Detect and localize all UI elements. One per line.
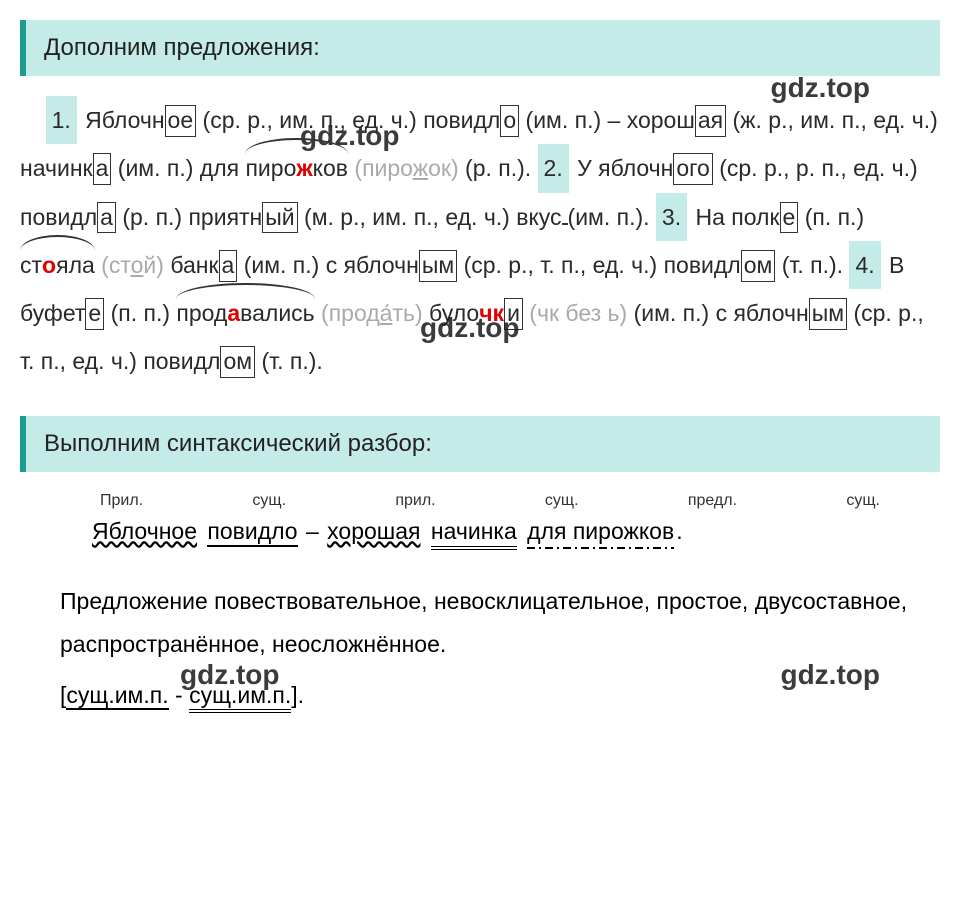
word-with-arc: пирожков — [245, 144, 348, 192]
schema-subject: сущ.им.п. — [66, 682, 168, 710]
parsed-sentence: Яблочное повидло – хорошая начинка для п… — [20, 518, 940, 550]
schema-predicate: сущ.им.п. — [189, 682, 291, 713]
ending-box: а — [93, 153, 112, 185]
grammar-note: (им. п.) – — [519, 107, 627, 133]
pos-label: предл. — [688, 492, 737, 510]
ending-box: е — [780, 202, 799, 234]
subject-word: повидло — [207, 518, 297, 547]
grammar-note: (р. п.) — [122, 204, 188, 230]
pos-label: сущ. — [846, 492, 880, 510]
grammar-note: (п. п.) — [104, 300, 176, 326]
highlighted-letter: а — [227, 300, 240, 326]
word-with-arc: стояла — [20, 241, 95, 289]
word-part: повидл — [423, 107, 500, 133]
ending-box: ого — [673, 153, 712, 185]
grammar-note: (п. п.) — [798, 204, 864, 230]
period: . — [676, 518, 682, 544]
word-part: повидл — [664, 252, 741, 278]
highlighted-letter: ж — [296, 155, 312, 181]
grammar-note: (ср. р., им. п., ед. ч.) — [196, 107, 423, 133]
word-part: ков — [313, 155, 348, 181]
ending-box: а — [219, 250, 238, 282]
grammar-note: (им. п.). — [568, 204, 656, 230]
ending-box: ый — [262, 202, 297, 234]
word-part: банк — [170, 252, 218, 278]
word-part: хорош — [627, 107, 695, 133]
sentence-number: 4. — [849, 241, 880, 289]
word-part: На полк — [696, 204, 780, 230]
grammar-note: (т. п.). — [255, 348, 323, 374]
ending-box: а — [97, 202, 116, 234]
ending-box: е — [85, 298, 104, 330]
word-part: Яблочн — [85, 107, 164, 133]
hint-word: (стой) — [95, 252, 171, 278]
highlighted-letter: чк — [479, 300, 504, 326]
schema-row: [сущ.им.п. - сущ.им.п.]. gdz.top gdz.top — [20, 672, 940, 719]
grammar-note: (ср. р., р. п., ед. ч.) — [713, 155, 918, 181]
grammar-note: (т. п.). — [775, 252, 849, 278]
grammar-note: (ср. р., т. п., ед. ч.) — [457, 252, 663, 278]
page-container: gdz.top gdz.top Дополним предложения: 1.… — [20, 20, 940, 719]
ending-box-empty — [562, 223, 568, 225]
grammar-note: (им. п.) с яблочн — [237, 252, 419, 278]
word-with-arc: продавались — [176, 289, 314, 337]
hint-word: (чк без ь) — [523, 300, 634, 326]
section-header-2: Выполним синтаксический разбор: — [20, 416, 940, 472]
pos-label: сущ. — [252, 492, 286, 510]
sentence-number: 2. — [538, 144, 569, 192]
ending-box: о — [500, 105, 519, 137]
ending-box: ая — [695, 105, 726, 137]
grammar-note: (м. р., им. п., ед. ч.) — [298, 204, 517, 230]
grammar-note: (р. п.). — [459, 155, 538, 181]
bracket: ]. — [291, 682, 304, 708]
hint-word: (продать) — [321, 300, 429, 326]
word-part: пиро — [245, 155, 296, 181]
word-part: повидл — [143, 348, 220, 374]
pos-label: сущ. — [545, 492, 579, 510]
attribute-word: Яблочное — [92, 518, 197, 545]
ending-box: и — [504, 298, 523, 330]
grammar-note: (им. п.) с яблочн — [634, 300, 809, 326]
attribute-word: хорошая — [327, 518, 420, 545]
word-part: У яблочн — [577, 155, 673, 181]
dash: - — [169, 682, 189, 708]
ending-box: ым — [809, 298, 847, 330]
predicate-word: начинка — [431, 518, 517, 550]
content-block-1: 1. Яблочное (ср. р., им. п., ед. ч.) пов… — [20, 96, 940, 386]
sentence-number: 1. — [46, 96, 77, 144]
sentence-number: 3. — [656, 193, 687, 241]
word-part: було — [429, 300, 479, 326]
hint-word: (пирожок) — [354, 155, 458, 181]
ending-box: ом — [741, 250, 776, 282]
pos-row: Прил. сущ. прил. сущ. предл. сущ. — [20, 492, 940, 510]
object-word: для пирожков — [527, 518, 674, 545]
section-header-1: Дополним предложения: — [20, 20, 940, 76]
word-part: вкус — [516, 204, 561, 230]
pos-label: Прил. — [100, 492, 143, 510]
dash: – — [300, 518, 326, 544]
explanation-text: Предложение повествовательное, невосклиц… — [20, 575, 940, 672]
ending-box: ом — [220, 346, 255, 378]
grammar-note: (ж. р., им. п., ед. ч.) — [726, 107, 938, 133]
parse-block: Прил. сущ. прил. сущ. предл. сущ. Яблочн… — [20, 492, 940, 719]
pos-label: прил. — [395, 492, 435, 510]
grammar-note: (им. п.) для — [111, 155, 245, 181]
word-part: приятн — [188, 204, 262, 230]
word-part: начинк — [20, 155, 93, 181]
highlighted-letter: о — [42, 252, 56, 278]
word-part: повидл — [20, 204, 97, 230]
ending-box: ое — [165, 105, 197, 137]
ending-box: ым — [419, 250, 457, 282]
